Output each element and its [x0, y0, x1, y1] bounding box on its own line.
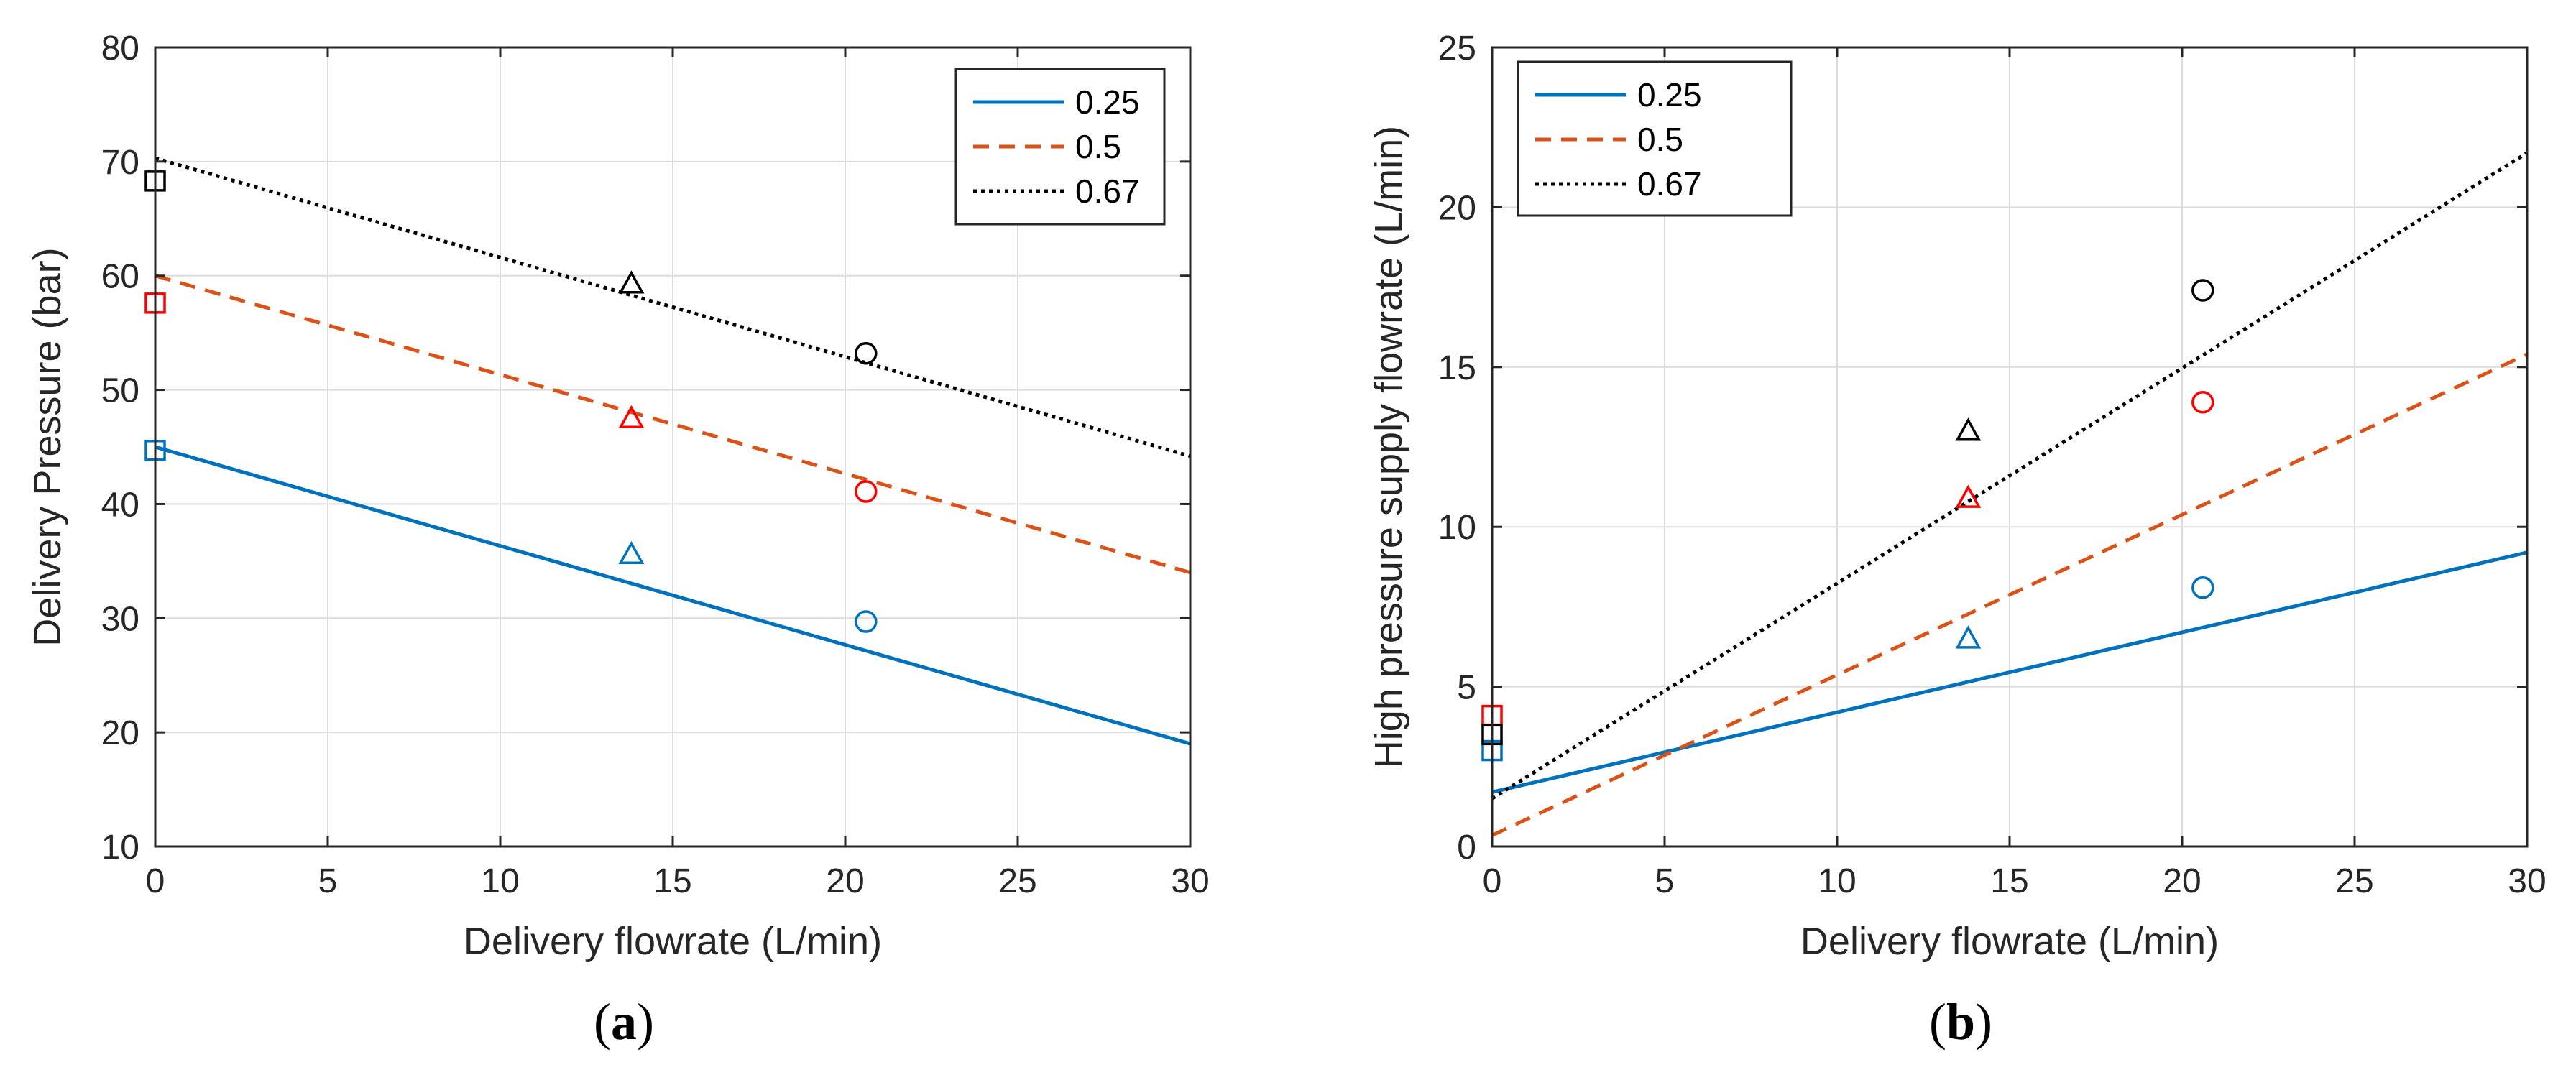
- legend-label: 0.67: [1075, 172, 1140, 210]
- panel-label: (b): [1929, 993, 1992, 1051]
- series-line-0.67: [1492, 151, 2527, 801]
- data-marker-circle: [855, 341, 878, 365]
- x-axis-label: Delivery flowrate (L/min): [464, 920, 882, 963]
- y-tick-label: 20: [101, 714, 139, 752]
- x-tick-label: 5: [318, 862, 338, 900]
- y-tick-label: 30: [101, 600, 139, 638]
- x-tick-label: 20: [826, 862, 864, 900]
- x-tick-label: 15: [1990, 862, 2028, 900]
- legend: 0.25 0.5 0.67: [1517, 60, 1793, 217]
- data-marker-triangle: [1955, 625, 1982, 649]
- y-tick-label: 5: [1457, 669, 1476, 707]
- series-line-0.67: [155, 156, 1190, 458]
- y-tick-label: 50: [101, 372, 139, 410]
- y-tick-label: 15: [1438, 349, 1476, 387]
- x-tick-label: 10: [481, 862, 519, 900]
- x-tick-label: 30: [2508, 862, 2546, 900]
- y-tick-label: 20: [1438, 189, 1476, 227]
- y-tick-label: 40: [101, 486, 139, 524]
- legend-label: 0.5: [1075, 128, 1121, 165]
- y-tick-label: 10: [101, 829, 139, 867]
- data-marker-circle: [2191, 279, 2214, 302]
- data-layer: [1492, 151, 2527, 837]
- legend-label: 0.67: [1637, 165, 1702, 203]
- data-marker-triangle: [618, 540, 645, 565]
- data-marker-triangle: [1955, 417, 1982, 441]
- legend: 0.25 0.5 0.67: [954, 68, 1166, 226]
- data-marker-triangle: [618, 270, 645, 294]
- panel-letter: a: [611, 993, 637, 1051]
- x-tick-label: 20: [2163, 862, 2201, 900]
- legend-label: 0.25: [1075, 83, 1140, 121]
- y-tick-label: 25: [1438, 29, 1476, 68]
- series-line-0.5: [1492, 352, 2527, 837]
- y-tick-label: 70: [101, 144, 139, 182]
- panel-letter: b: [1946, 993, 1975, 1051]
- series-line-0.25: [155, 445, 1190, 746]
- data-marker-circle: [855, 480, 878, 503]
- legend-label: 0.25: [1637, 76, 1702, 114]
- x-tick-label: 25: [2335, 862, 2373, 900]
- chart-b: 0 5 10 15 20 25 30 0 5 10 15 20 25 Delivery flowrate …: [1367, 29, 2547, 1051]
- legend-label: 0.5: [1637, 121, 1683, 158]
- data-marker-triangle: [1955, 484, 1982, 508]
- panel-label: (a): [594, 993, 654, 1051]
- x-tick-label: 15: [653, 862, 691, 900]
- x-tick-label: 25: [998, 862, 1036, 900]
- x-tick-label: 10: [1818, 862, 1856, 900]
- y-tick-label: 0: [1457, 829, 1476, 867]
- data-layer: [155, 156, 1190, 746]
- data-marker-circle: [855, 610, 878, 633]
- series-line-0.25: [1492, 550, 2527, 794]
- y-tick-label: 80: [101, 29, 139, 68]
- y-axis-label: High pressure supply flowrate (L/min): [1367, 126, 1410, 768]
- y-tick-label: 10: [1438, 509, 1476, 547]
- data-marker-circle: [2191, 390, 2214, 414]
- y-tick-label: 60: [101, 258, 139, 296]
- y-axis-label: Delivery Pressure (bar): [26, 247, 69, 646]
- x-tick-label: 0: [146, 862, 165, 900]
- data-marker-triangle: [618, 405, 645, 428]
- data-marker-circle: [2191, 576, 2214, 599]
- x-axis-label: Delivery flowrate (L/min): [1800, 920, 2219, 963]
- chart-a: 0 5 10 15 20 25 30 10 20 30 40 50 60 70 80 Delivery flo…: [26, 29, 1210, 1051]
- x-tick-label: 30: [1171, 862, 1209, 900]
- x-tick-label: 5: [1655, 862, 1675, 900]
- x-tick-label: 0: [1483, 862, 1502, 900]
